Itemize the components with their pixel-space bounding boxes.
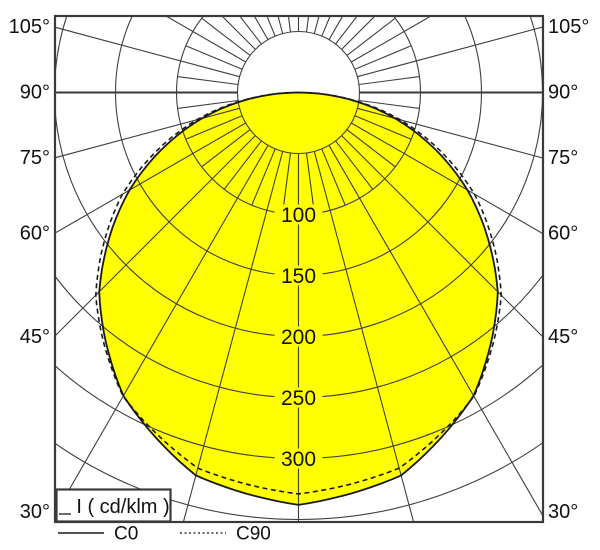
angle-ray-minor bbox=[358, 76, 420, 86]
angle-ray-major bbox=[341, 135, 542, 337]
angle-label-right: 45° bbox=[548, 326, 578, 348]
angle-ray-minor bbox=[266, 17, 276, 37]
radial-tick-label: 100 bbox=[281, 204, 316, 227]
radial-label-backing bbox=[274, 326, 323, 347]
angle-ray-minor bbox=[354, 45, 412, 70]
angle-ray-minor bbox=[346, 17, 396, 56]
angle-ray-minor bbox=[358, 99, 420, 109]
angle-ray-major bbox=[56, 122, 246, 234]
angle-ray-minor bbox=[346, 129, 396, 168]
angle-ray-minor bbox=[251, 148, 276, 206]
radial-label-backing bbox=[274, 204, 323, 225]
angle-label-left: 60° bbox=[20, 223, 50, 245]
angle-ray-minor bbox=[223, 140, 262, 190]
angle-ray-minor bbox=[177, 76, 239, 86]
c0-label: C0 bbox=[114, 524, 138, 545]
angle-ray-minor bbox=[185, 45, 243, 70]
radial-tick-label: 150 bbox=[281, 265, 316, 288]
radial-tick-label: 300 bbox=[281, 448, 316, 471]
angle-label-left: 75° bbox=[20, 147, 50, 169]
angle-label-left: 105° bbox=[9, 16, 50, 38]
angle-ray-major bbox=[56, 26, 240, 78]
angle-ray-major bbox=[328, 145, 542, 516]
angle-label-right: 105° bbox=[548, 16, 589, 38]
angle-label-left: 90° bbox=[20, 82, 50, 104]
angle-label-right: 90° bbox=[548, 82, 578, 104]
unit-label: I ( cd/klm ) bbox=[76, 496, 169, 518]
angle-ray-minor bbox=[321, 17, 331, 37]
unit-box-frame bbox=[55, 488, 172, 523]
angle-ray-major bbox=[183, 151, 284, 521]
angle-ray-minor bbox=[354, 115, 412, 140]
angle-ray-major bbox=[357, 107, 542, 159]
angle-ray-major bbox=[56, 107, 240, 159]
angle-ray-minor bbox=[287, 17, 292, 33]
angle-ray-major bbox=[56, 145, 269, 514]
angle-label-left: 45° bbox=[20, 326, 50, 348]
c90-curve-dashed bbox=[94, 91, 503, 495]
angle-ray-minor bbox=[201, 129, 251, 168]
angle-ray-major bbox=[313, 151, 414, 521]
c0-curve-solid bbox=[98, 91, 499, 506]
angle-ray-minor bbox=[305, 152, 315, 214]
radial-label-backing bbox=[274, 387, 323, 408]
angle-ray-major bbox=[357, 26, 542, 78]
unit-legend-box: I ( cd/klm ) bbox=[55, 488, 172, 523]
angle-ray-minor bbox=[201, 17, 251, 56]
angle-label-right: 30° bbox=[548, 501, 578, 523]
c90-label: C90 bbox=[236, 524, 271, 545]
radial-label-backing bbox=[274, 265, 323, 286]
angle-label-right: 75° bbox=[548, 147, 578, 169]
angle-ray-minor bbox=[282, 152, 292, 214]
angle-label-right: 60° bbox=[548, 223, 578, 245]
angle-ray-minor bbox=[335, 140, 374, 190]
radial-tick-label: 250 bbox=[281, 387, 316, 410]
radial-tick-label: 200 bbox=[281, 326, 316, 349]
angle-ray-minor bbox=[321, 148, 346, 206]
angle-ray-minor bbox=[185, 115, 243, 140]
curve-legend: C0 C90 bbox=[58, 524, 271, 545]
plot-frame bbox=[53, 14, 545, 524]
angle-ray-major bbox=[351, 122, 542, 234]
angle-ray-minor bbox=[305, 17, 310, 33]
angle-ray-major bbox=[56, 135, 256, 336]
radial-label-backing bbox=[274, 448, 323, 469]
angle-ray-minor bbox=[239, 17, 262, 45]
angle-label-left: 30° bbox=[20, 501, 50, 523]
angle-ray-minor bbox=[335, 17, 358, 45]
angle-ray-minor bbox=[177, 99, 239, 109]
